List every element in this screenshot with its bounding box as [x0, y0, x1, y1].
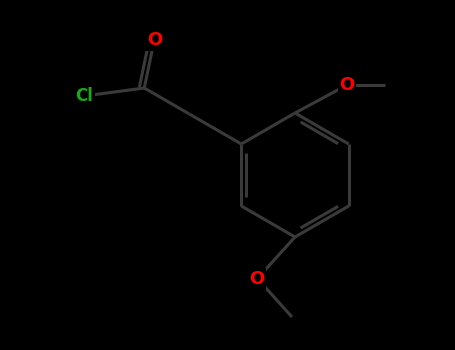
Text: O: O — [147, 31, 162, 49]
Text: Cl: Cl — [76, 87, 93, 105]
Text: O: O — [249, 270, 265, 288]
Text: O: O — [339, 76, 354, 94]
